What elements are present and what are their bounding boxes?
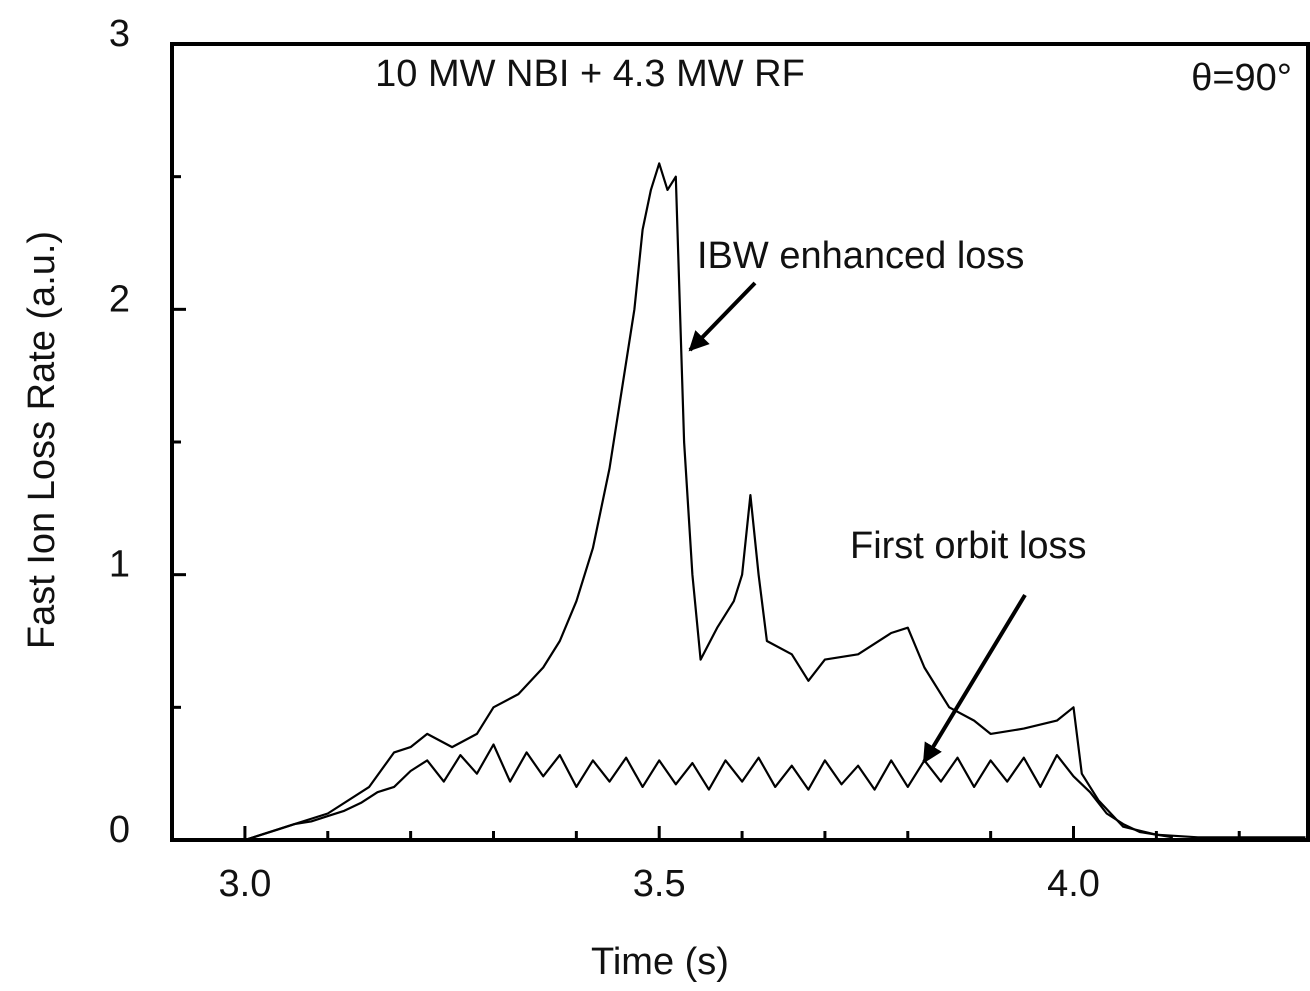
annotation-label: IBW enhanced loss — [697, 235, 1024, 277]
x-tick-label: 3.5 — [633, 863, 686, 905]
data-line — [244, 162, 1306, 842]
x-axis-label: Time (s) — [591, 941, 729, 983]
annotation-arrow — [922, 593, 1027, 764]
subtitle: 10 MW NBI + 4.3 MW RF — [375, 53, 805, 95]
plot-frame — [170, 42, 1310, 842]
x-tick-label: 4.0 — [1047, 863, 1100, 905]
annotation-arrow — [688, 281, 757, 352]
y-axis-label: Fast Ion Loss Rate (a.u.) — [21, 231, 63, 649]
y-tick-label: 0 — [109, 809, 130, 851]
y-tick-label: 2 — [109, 278, 130, 320]
data-line — [244, 743, 1174, 842]
x-tick-label: 3.0 — [219, 863, 272, 905]
annotation-label: First orbit loss — [850, 525, 1086, 567]
y-tick-label: 3 — [109, 13, 130, 55]
angle-annotation: θ=90° — [1191, 57, 1292, 99]
y-tick-label: 1 — [109, 544, 130, 586]
